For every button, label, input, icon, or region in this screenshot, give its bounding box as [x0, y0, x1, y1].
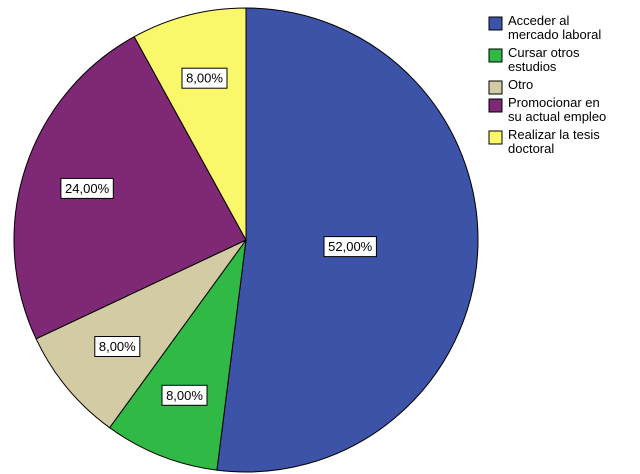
data-label-5: 8,00% — [181, 67, 228, 89]
legend-label: estudios — [508, 59, 557, 74]
data-label-text: 8,00% — [99, 339, 136, 354]
legend-label: Promocionar en — [508, 95, 600, 110]
pie-slice-4 — [13, 36, 247, 340]
legend-label: doctoral — [508, 141, 554, 156]
legend-swatch — [488, 130, 503, 145]
data-label-box — [94, 336, 141, 357]
pie-slice-3 — [35, 239, 247, 429]
legend-swatch — [488, 16, 503, 31]
pie-slices — [13, 7, 479, 473]
legend-label: Realizar la tesis — [508, 127, 600, 142]
legend-label: Otro — [508, 77, 533, 92]
legend-label: su actual empleo — [508, 109, 606, 124]
data-label-box — [181, 67, 228, 89]
data-label-text: 24,00% — [65, 181, 110, 196]
legend-label: Cursar otros — [508, 45, 580, 60]
legend-swatch — [488, 98, 503, 113]
data-label-text: 8,00% — [166, 388, 203, 403]
data-label-4: 24,00% — [60, 177, 114, 199]
data-label-3: 8,00% — [94, 336, 141, 357]
pie-slice-2 — [108, 239, 247, 471]
legend-label: mercado laboral — [508, 27, 601, 42]
data-labels: 52,00% 8,00% 8,00% 24,00% 8,00% — [60, 67, 377, 406]
legend-item-3: Otro — [488, 77, 533, 95]
legend-label: Acceder al — [508, 13, 570, 28]
data-label-text: 8,00% — [186, 71, 223, 86]
pie-slice-5 — [133, 7, 247, 241]
data-label-2: 8,00% — [161, 384, 208, 406]
data-label-text: 52,00% — [328, 239, 373, 254]
data-label-1: 52,00% — [323, 236, 377, 258]
data-label-box — [60, 177, 114, 199]
data-label-box — [323, 236, 377, 258]
data-label-box — [161, 384, 208, 406]
legend-swatch — [488, 80, 503, 95]
legend-swatch — [488, 48, 503, 63]
